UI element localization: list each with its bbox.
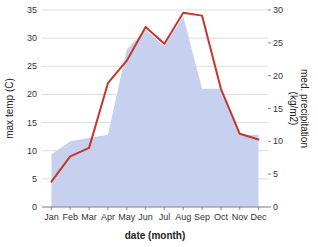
- y2-axis-label: med. precipitation(kg/m2): [288, 69, 310, 148]
- y2-tick-label: 30: [273, 5, 283, 15]
- x-tick-label: Oct: [214, 212, 229, 222]
- y2-tick: [268, 10, 271, 11]
- x-tick-label: Jul: [159, 212, 171, 222]
- y-tick-label: 30: [27, 33, 37, 43]
- x-tick: [202, 207, 203, 210]
- x-tick-label: Jun: [138, 212, 153, 222]
- y-tick-label: 25: [27, 61, 37, 71]
- x-tick: [107, 207, 108, 210]
- x-tick: [70, 207, 71, 210]
- y2-tick: [268, 174, 271, 175]
- precipitation-area: [51, 17, 258, 207]
- y-tick-label: 0: [32, 202, 37, 212]
- x-tick: [89, 207, 90, 210]
- plot-area: [51, 13, 258, 207]
- x-tick-label: Dec: [251, 212, 268, 222]
- y-tick-label: 5: [32, 174, 37, 184]
- x-tick-label: Apr: [101, 212, 115, 222]
- x-tick: [239, 207, 240, 210]
- y2-tick: [268, 207, 271, 208]
- x-tick-label: Sep: [194, 212, 210, 222]
- x-tick-label: Aug: [175, 212, 191, 222]
- chart-svg: 0 5 10 15 20 25 30 35 0 5 10 15 20 25 30 JanFebMar AprMa…: [0, 0, 318, 247]
- y2-tick-label: 0: [273, 202, 278, 212]
- x-tick: [126, 207, 127, 210]
- y2-tick-label: 5: [273, 169, 278, 179]
- x-tick-label: Mar: [81, 212, 97, 222]
- x-tick: [164, 207, 165, 210]
- x-tick: [51, 207, 52, 210]
- y2-axis-label-line: med. precipitation: [299, 69, 310, 148]
- y2-tick: [268, 42, 271, 43]
- x-tick: [145, 207, 146, 210]
- y2-tick-label: 20: [273, 71, 283, 81]
- grid: [42, 10, 268, 207]
- x-tick: [220, 207, 221, 210]
- y2-tick: [268, 108, 271, 109]
- y2-tick: [268, 141, 271, 142]
- y-axis-label: max temp (C): [4, 78, 15, 139]
- y2-tick-label: 10: [273, 136, 283, 146]
- chart-container: 0 5 10 15 20 25 30 35 0 5 10 15 20 25 30 JanFebMar AprMa…: [0, 0, 318, 247]
- x-axis-line: [42, 207, 268, 208]
- x-tick-label: May: [118, 212, 136, 222]
- grid-line: [42, 207, 268, 208]
- x-tick: [183, 207, 184, 210]
- y-tick-label: 35: [27, 5, 37, 15]
- y-tick-label: 10: [27, 146, 37, 156]
- y-tick-label: 20: [27, 89, 37, 99]
- x-tick: [258, 207, 259, 210]
- x-tick-label: Feb: [62, 212, 78, 222]
- x-tick-label: Jan: [44, 212, 59, 222]
- y2-tick: [268, 75, 271, 76]
- x-tick-label: Nov: [232, 212, 249, 222]
- y2-axis-label-line: (kg/m2): [288, 92, 299, 126]
- y2-tick-label: 15: [273, 104, 283, 114]
- temperature-line: [51, 13, 258, 182]
- y-tick-label: 15: [27, 118, 37, 128]
- grid-line: [42, 10, 268, 11]
- x-axis-label: date (month): [125, 230, 186, 241]
- axes: 0 5 10 15 20 25 30 35 0 5 10 15 20 25 30 JanFebMar AprMa…: [27, 5, 283, 222]
- y2-tick-label: 25: [273, 38, 283, 48]
